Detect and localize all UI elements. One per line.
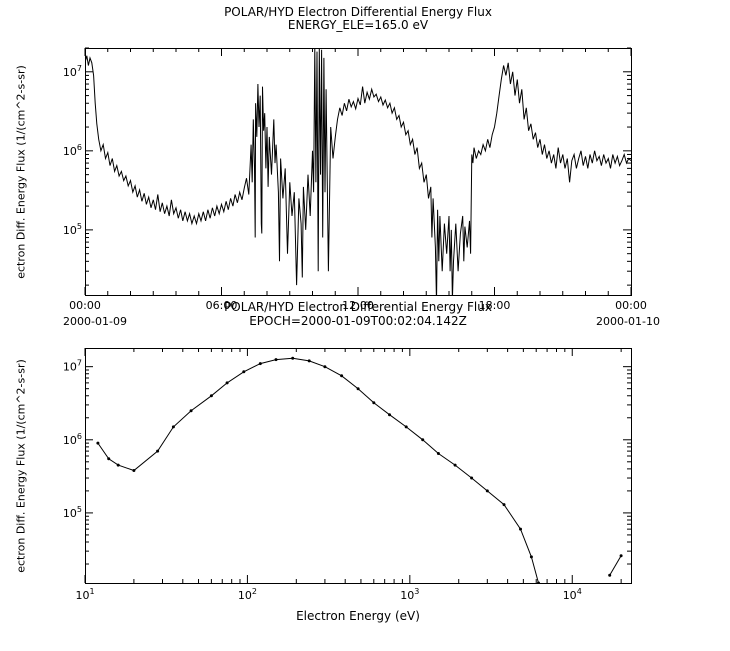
bottom-chart-x-axis-label: Electron Energy (eV) — [296, 609, 420, 623]
bottom-chart-title: POLAR/HYD Electron Differential Energy F… — [224, 300, 492, 314]
svg-text:105: 105 — [63, 222, 82, 237]
svg-text:00:00: 00:00 — [69, 299, 101, 312]
svg-text:101: 101 — [75, 587, 94, 602]
svg-text:106: 106 — [63, 432, 82, 447]
svg-text:105: 105 — [63, 505, 82, 520]
svg-text:06:00: 06:00 — [206, 299, 238, 312]
top-chart-start-date-label: 2000-01-09 — [63, 315, 127, 328]
top-chart-end-date-label: 2000-01-10 — [596, 315, 660, 328]
svg-text:103: 103 — [400, 587, 419, 602]
svg-text:102: 102 — [238, 587, 257, 602]
svg-text:107: 107 — [63, 359, 82, 374]
svg-text:104: 104 — [563, 587, 582, 602]
svg-text:106: 106 — [63, 143, 82, 158]
top-chart-title: POLAR/HYD Electron Differential Energy F… — [224, 5, 492, 19]
bottom-chart-subtitle: EPOCH=2000-01-09T00:02:04.142Z — [249, 314, 467, 328]
svg-text:18:00: 18:00 — [479, 299, 511, 312]
svg-text:00:00: 00:00 — [615, 299, 647, 312]
svg-text:107: 107 — [63, 64, 82, 79]
top-chart-subtitle: ENERGY_ELE=165.0 eV — [287, 18, 429, 32]
svg-text:12:00: 12:00 — [342, 299, 374, 312]
